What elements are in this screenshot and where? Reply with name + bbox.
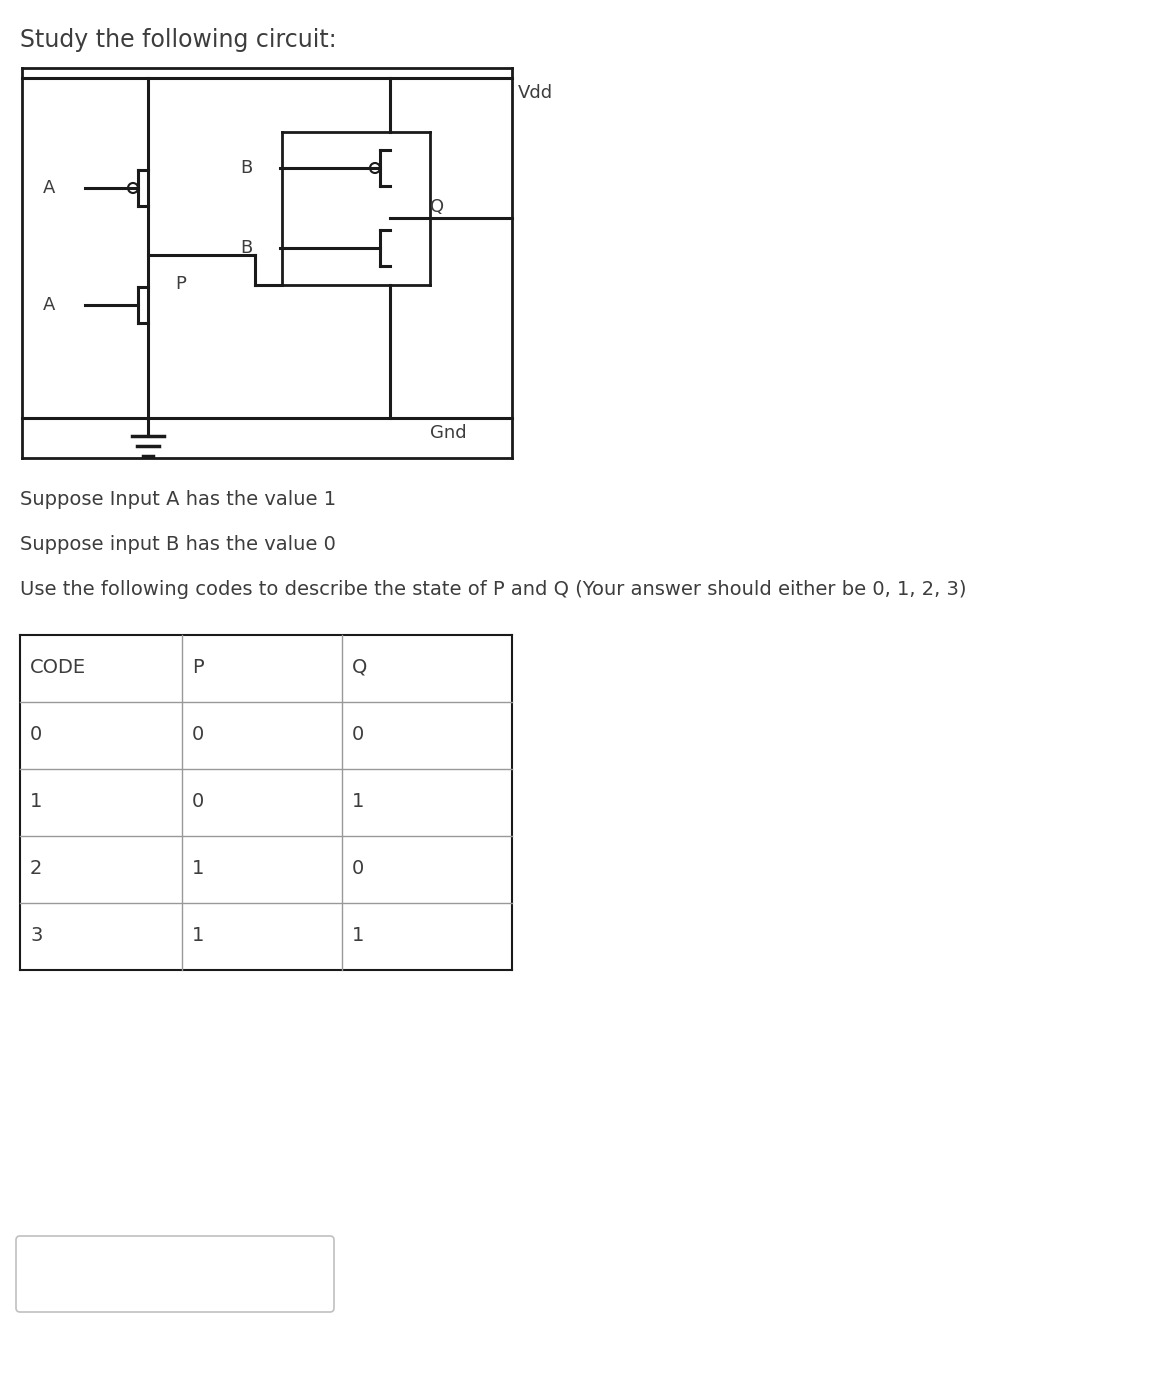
- Text: 0: 0: [192, 791, 205, 811]
- Text: 2: 2: [30, 859, 43, 878]
- Text: Vdd: Vdd: [518, 84, 553, 102]
- Text: Gnd: Gnd: [430, 425, 467, 442]
- Text: 0: 0: [352, 859, 365, 878]
- Text: Use the following codes to describe the state of P and Q (Your answer should eit: Use the following codes to describe the …: [20, 580, 966, 599]
- Text: 1: 1: [192, 859, 205, 878]
- Text: 1: 1: [352, 926, 365, 945]
- Text: 1: 1: [30, 791, 43, 811]
- Text: Q: Q: [352, 658, 367, 676]
- Text: Study the following circuit:: Study the following circuit:: [20, 27, 337, 52]
- Text: A: A: [43, 295, 55, 315]
- FancyBboxPatch shape: [16, 1237, 334, 1312]
- Text: 1: 1: [352, 791, 365, 811]
- Text: Q: Q: [430, 198, 444, 216]
- Text: 0: 0: [352, 724, 365, 743]
- Text: B: B: [239, 239, 252, 257]
- Text: 3: 3: [30, 926, 43, 945]
- Text: P: P: [192, 658, 204, 676]
- Text: 0: 0: [30, 724, 43, 743]
- Text: A: A: [43, 179, 55, 196]
- Text: CODE: CODE: [30, 658, 86, 676]
- Text: Suppose input B has the value 0: Suppose input B has the value 0: [20, 534, 336, 554]
- Text: 0: 0: [192, 724, 205, 743]
- Text: 1: 1: [192, 926, 205, 945]
- Text: Suppose Input A has the value 1: Suppose Input A has the value 1: [20, 491, 336, 508]
- Text: B: B: [239, 159, 252, 177]
- Text: P: P: [175, 275, 186, 293]
